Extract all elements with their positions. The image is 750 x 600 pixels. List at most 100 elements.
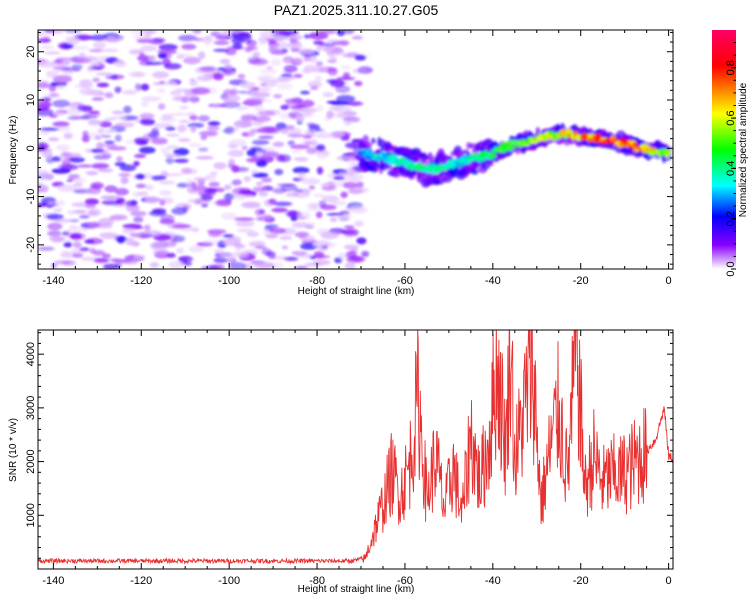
noise-blob	[240, 81, 256, 89]
noise-blob	[356, 237, 367, 245]
noise-blob	[213, 40, 230, 46]
noise-blob	[189, 81, 199, 86]
spectrogram-y-axis-label: Frequency (Hz)	[8, 116, 19, 185]
noise-blob	[320, 231, 339, 240]
ridge-core	[664, 150, 673, 156]
ridge-core	[506, 145, 517, 149]
noise-blob	[270, 30, 287, 34]
noise-blob	[96, 142, 105, 150]
noise-blob	[53, 260, 71, 265]
noise-blob	[126, 204, 140, 212]
noise-blob	[104, 144, 117, 148]
noise-blob	[349, 206, 368, 214]
noise-blob	[306, 122, 315, 126]
noise-blob	[38, 82, 51, 89]
noise-blob	[281, 245, 289, 250]
noise-blob	[157, 103, 166, 110]
noise-blob	[276, 83, 293, 90]
noise-blob	[178, 119, 190, 124]
noise-blob	[237, 73, 246, 80]
noise-blob	[248, 241, 266, 247]
noise-blob	[134, 83, 142, 92]
noise-blob	[153, 123, 173, 129]
noise-blob	[310, 86, 319, 90]
noise-blob	[336, 95, 356, 103]
noise-blob	[49, 235, 65, 242]
noise-blob	[67, 209, 77, 216]
noise-blob	[279, 236, 293, 240]
noise-blob	[73, 181, 84, 188]
noise-blob	[297, 222, 317, 226]
noise-blob	[149, 242, 164, 250]
noise-blob	[187, 198, 197, 203]
noise-blob	[170, 112, 189, 116]
noise-blob	[288, 42, 303, 50]
noise-blob	[69, 219, 80, 223]
noise-blob	[157, 49, 177, 55]
noise-blob	[139, 118, 147, 124]
noise-blob	[355, 181, 364, 189]
noise-blob	[133, 216, 144, 223]
noise-blob	[236, 228, 254, 233]
noise-blob	[276, 42, 291, 49]
noise-blob	[195, 156, 214, 160]
noise-blob	[299, 112, 314, 118]
noise-blob	[275, 255, 288, 261]
noise-blob	[72, 58, 92, 64]
noise-blob	[173, 148, 190, 156]
noise-blob	[340, 65, 352, 71]
noise-blob	[114, 134, 122, 142]
noise-blob	[91, 97, 104, 101]
noise-blob	[42, 150, 53, 158]
noise-blob	[60, 43, 73, 49]
noise-blob	[318, 200, 327, 208]
noise-blob	[219, 58, 231, 65]
noise-blob	[270, 50, 286, 55]
noise-blob	[354, 80, 363, 87]
noise-blob	[226, 45, 245, 50]
noise-blob	[93, 41, 106, 49]
noise-blob	[241, 201, 261, 209]
noise-blob	[70, 103, 77, 111]
noise-blob	[72, 45, 90, 51]
noise-blob	[361, 250, 370, 258]
noise-blob	[245, 97, 265, 102]
noise-blob	[330, 200, 347, 206]
noise-blob	[50, 263, 58, 268]
x-tick-label: -40	[485, 575, 501, 587]
noise-blob	[256, 181, 264, 186]
noise-blob	[152, 81, 163, 86]
noise-blob	[291, 216, 307, 220]
noise-blob	[301, 107, 319, 113]
noise-blob	[343, 233, 353, 239]
noise-blob	[122, 89, 138, 95]
noise-blob	[40, 127, 59, 131]
noise-blob	[191, 227, 200, 232]
noise-blob	[179, 105, 189, 110]
noise-blob	[314, 132, 335, 139]
noise-blob	[89, 247, 96, 254]
noise-blob	[285, 192, 299, 197]
noise-blob	[271, 207, 288, 213]
noise-blob	[159, 190, 172, 196]
noise-blob	[98, 149, 109, 154]
colorbar-ticks: 0.0 0.2 0.4 0.6 0.8	[725, 42, 737, 277]
noise-blob	[54, 59, 63, 63]
colorbar: 0.0 0.2 0.4 0.6 0.8 Normalized spectral ampl…	[712, 30, 749, 277]
noise-blob	[251, 186, 262, 193]
noise-blob	[310, 138, 317, 147]
noise-blob	[343, 244, 359, 250]
noise-blob	[62, 151, 73, 158]
noise-blob	[238, 167, 246, 171]
colorbar-tick-label: 0.2	[725, 211, 737, 226]
noise-blob	[104, 140, 115, 145]
noise-blob	[64, 107, 82, 116]
noise-blob	[182, 261, 193, 267]
noise-blob	[132, 191, 145, 197]
ridge-halo	[486, 161, 494, 167]
noise-blob	[285, 210, 302, 218]
noise-blob	[258, 191, 269, 197]
noise-blob	[292, 166, 310, 174]
noise-blob	[322, 151, 331, 155]
